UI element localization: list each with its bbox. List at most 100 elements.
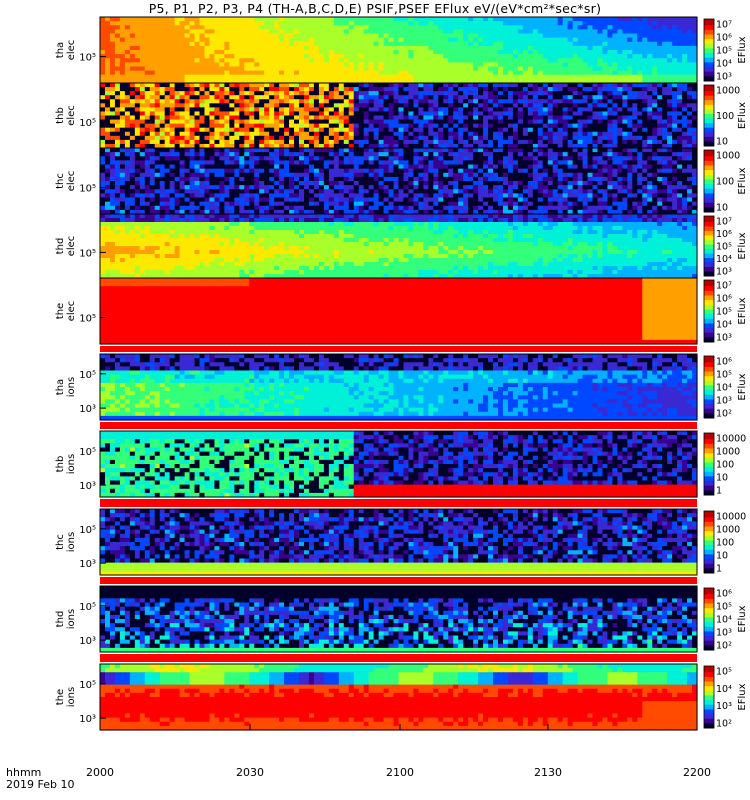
heatmap-cell [358,66,365,72]
heatmap-cell [453,62,459,68]
heatmap-cell [179,25,186,30]
heatmap-cell [577,74,584,80]
heatmap-cell [473,172,479,178]
heatmap-cell [224,131,230,137]
heatmap-cell [308,29,315,35]
heatmap-cell [214,152,220,157]
heatmap-cell [458,37,464,43]
heatmap-cell [149,168,156,174]
heatmap-cell [134,156,141,161]
heatmap-cell [617,74,623,80]
heatmap-cell [318,119,325,125]
heatmap-cell [627,127,633,133]
heatmap-cell [657,111,663,117]
heatmap-cell [557,83,564,88]
colorbar-segment [704,34,714,37]
heatmap-cell [592,33,599,39]
heatmap-cell [254,83,260,88]
heatmap-cell [199,21,206,26]
heatmap-cell [677,172,683,178]
heatmap-cell [299,127,305,133]
heatmap-cell [592,107,599,113]
heatmap-cell [209,172,216,178]
heatmap-cell [199,66,206,72]
heatmap-cell [159,143,166,149]
heatmap-cell [100,152,106,157]
heatmap-cell [378,83,385,88]
heatmap-cell [144,103,151,108]
heatmap-cell [507,62,514,68]
heatmap-cell [473,115,479,121]
heatmap-cell [632,127,638,133]
heatmap-cell [184,95,191,100]
colorbar-segment [704,29,714,32]
heatmap-cell [498,45,504,51]
heatmap-cell [164,99,171,104]
heatmap-cell [224,99,230,104]
heatmap-cell [169,29,176,35]
heatmap-cell [279,164,285,170]
heatmap-cell [552,135,559,141]
heatmap-cell [114,156,121,161]
heatmap-cell [672,70,678,76]
heatmap-cell [164,29,171,35]
heatmap-cell [517,41,524,47]
heatmap-cell [582,131,589,137]
heatmap-cell [373,17,380,22]
heatmap-cell [448,83,454,88]
heatmap-cell [383,25,390,30]
heatmap-cell [403,111,410,117]
heatmap-cell [527,91,534,96]
heatmap-cell [567,74,574,80]
heatmap-cell [328,83,335,88]
heatmap-cell [139,143,146,149]
heatmap-cell [214,45,220,51]
heatmap-cell [179,78,186,84]
chart-title: P5, P1, P2, P3, P4 (TH-A,B,C,D,E) PSIF,P… [148,1,602,16]
heatmap-cell [333,143,340,149]
heatmap-cell [104,176,111,182]
heatmap-cell [109,87,116,92]
heatmap-cell [627,95,633,100]
heatmap-cell [682,54,688,59]
heatmap-cell [522,87,529,92]
heatmap-cell [443,54,449,59]
heatmap-cell [219,17,225,22]
heatmap-cell [159,107,166,113]
colorbar-segment [704,138,714,141]
heatmap-cell [303,91,310,96]
heatmap-cell [244,25,250,30]
heatmap-cell [612,131,618,137]
heatmap-cell [388,58,395,63]
heatmap-cell [612,160,618,166]
heatmap-cell [244,143,250,149]
heatmap-cell [318,95,325,100]
heatmap-cell [632,25,638,30]
heatmap-cell [652,83,658,88]
heatmap-cell [488,87,494,92]
heatmap-cell [149,123,156,129]
heatmap-cell [458,160,464,166]
heatmap-cell [532,50,539,55]
heatmap-cell [333,127,340,133]
heatmap-cell [662,139,668,145]
heatmap-cell [507,66,514,72]
heatmap-cell [592,164,599,170]
heatmap-cell [682,119,688,125]
heatmap-cell [408,168,415,174]
heatmap-cell [607,148,614,153]
heatmap-cell [353,156,360,161]
heatmap-cell [388,139,395,145]
heatmap-cell [164,168,171,174]
heatmap-cell [408,164,415,170]
heatmap-cell [438,25,444,30]
heatmap-cell [294,103,300,108]
heatmap-cell [552,139,559,145]
heatmap-cell [512,21,519,26]
heatmap-cell [109,83,116,88]
heatmap-cell [433,172,439,178]
heatmap-cell [249,21,255,26]
heatmap-cell [269,54,275,59]
heatmap-cell [632,21,638,26]
heatmap-cell [269,91,275,96]
